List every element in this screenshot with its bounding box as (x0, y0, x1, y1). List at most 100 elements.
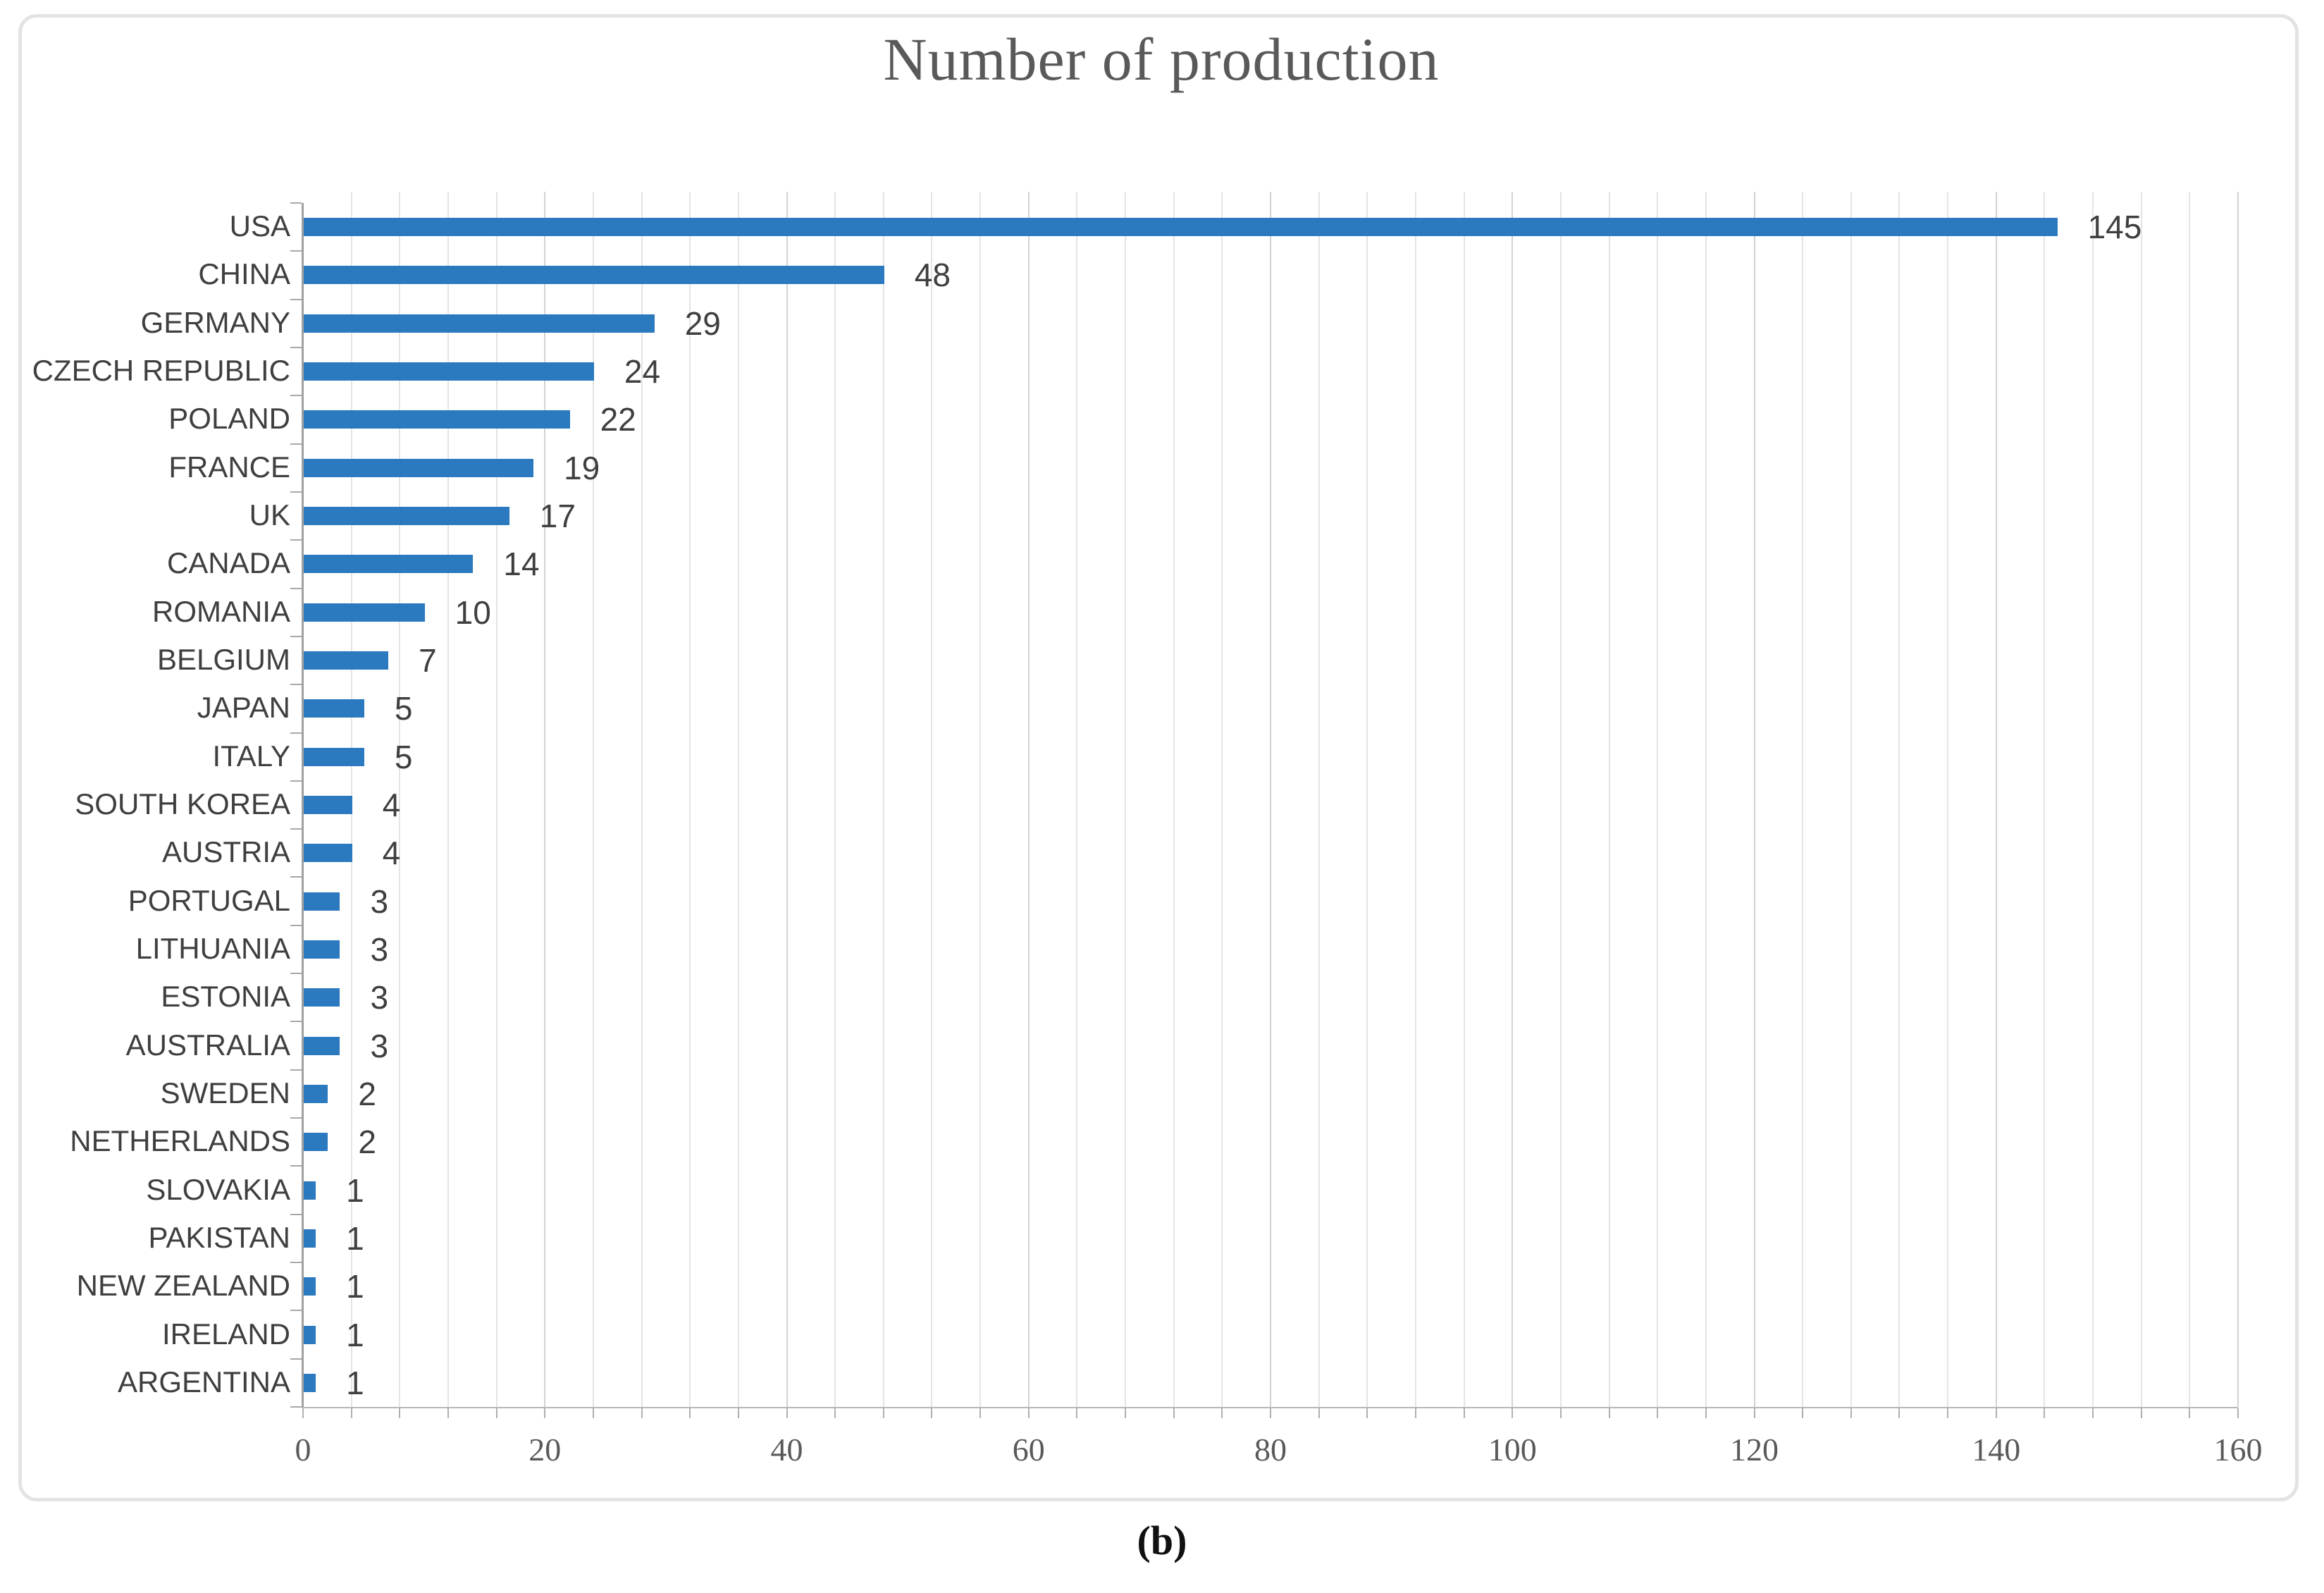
category-label: FRANCE (168, 450, 290, 484)
bar (304, 892, 340, 911)
x-tick-label: 0 (295, 1432, 311, 1468)
bar (304, 844, 352, 863)
bar (304, 507, 509, 526)
minor-gridline (641, 192, 643, 1407)
bar-value-label: 24 (624, 353, 661, 390)
category-tick (290, 1213, 302, 1215)
bar (304, 1325, 316, 1344)
y-axis-line (302, 203, 304, 1407)
category-label: IRELAND (161, 1317, 290, 1351)
category-tick (290, 780, 302, 782)
category-label: USA (229, 209, 290, 243)
x-axis-tick (641, 1408, 643, 1418)
bar (304, 988, 340, 1007)
category-label: CANADA (166, 546, 290, 580)
bar-value-label: 5 (394, 690, 413, 727)
major-gridline (1995, 192, 1997, 1407)
category-label: NEW ZEALAND (76, 1269, 290, 1303)
category-tick (290, 491, 302, 493)
x-axis-tick (350, 1408, 352, 1418)
minor-gridline (737, 192, 739, 1407)
minor-gridline (1705, 192, 1707, 1407)
category-label: PORTUGAL (128, 883, 290, 917)
bar-value-label: 10 (455, 593, 491, 631)
x-tick-label: 40 (770, 1432, 803, 1468)
category-tick (290, 973, 302, 975)
minor-gridline (2140, 192, 2142, 1407)
category-label: AUSTRIA (161, 835, 290, 869)
x-axis-tick (1608, 1408, 1610, 1418)
x-axis-tick (1173, 1408, 1175, 1418)
minor-gridline (1076, 192, 1078, 1407)
category-label: ITALY (212, 739, 290, 773)
category-tick (290, 587, 302, 589)
x-axis-tick (2189, 1408, 2191, 1418)
minor-gridline (1366, 192, 1368, 1407)
category-label: ESTONIA (161, 980, 290, 1014)
category-label: BELGIUM (156, 643, 290, 677)
category-label: ROMANIA (152, 594, 290, 628)
chart-title: Number of production (883, 25, 1440, 93)
x-axis-tick (2092, 1408, 2094, 1418)
bar (304, 266, 884, 285)
bar-value-label: 4 (382, 787, 401, 823)
bar (304, 603, 425, 622)
bar (304, 458, 534, 477)
major-gridline (786, 192, 788, 1407)
x-axis-tick (979, 1408, 982, 1418)
bar-value-label: 2 (358, 1075, 376, 1112)
bar-value-label: 145 (2087, 209, 2142, 246)
x-axis-tick (302, 1408, 304, 1418)
bar (304, 555, 474, 574)
minor-gridline (882, 192, 884, 1407)
x-axis-tick (1366, 1408, 1368, 1418)
minor-gridline (689, 192, 691, 1407)
minor-gridline (1463, 192, 1465, 1407)
minor-gridline (1414, 192, 1416, 1407)
x-tick-label: 20 (529, 1432, 562, 1468)
major-gridline (2237, 192, 2239, 1407)
minor-gridline (1608, 192, 1610, 1407)
major-gridline (1753, 192, 1755, 1407)
x-axis-tick (1463, 1408, 1465, 1418)
category-tick (290, 1165, 302, 1167)
x-axis-tick (1753, 1408, 1755, 1418)
bar-value-label: 2 (358, 1124, 376, 1161)
bar (304, 747, 364, 766)
bar-value-label: 7 (419, 642, 437, 679)
category-tick (290, 443, 302, 445)
category-label: SLOVAKIA (146, 1172, 290, 1206)
category-label: GERMANY (140, 305, 290, 339)
category-tick (290, 1358, 302, 1360)
minor-gridline (1559, 192, 1562, 1407)
minor-gridline (1221, 192, 1223, 1407)
x-axis-tick (882, 1408, 884, 1418)
minor-gridline (495, 192, 497, 1407)
x-tick-label: 120 (1730, 1432, 1779, 1468)
category-tick (290, 1310, 302, 1312)
category-label: SOUTH KOREA (75, 787, 290, 820)
category-tick (290, 395, 302, 397)
x-axis-tick (2044, 1408, 2046, 1418)
category-tick (290, 732, 302, 734)
bar (304, 1036, 340, 1055)
bar-value-label: 3 (370, 930, 389, 968)
x-axis-tick (1414, 1408, 1416, 1418)
category-tick (290, 202, 302, 204)
x-axis-tick (1512, 1408, 1514, 1418)
bar-value-label: 5 (394, 738, 413, 775)
category-tick (290, 635, 302, 637)
x-axis-tick (1221, 1408, 1223, 1418)
x-axis-tick (544, 1408, 546, 1418)
x-axis-tick (2140, 1408, 2142, 1418)
bar-value-label: 4 (382, 835, 401, 872)
category-tick (290, 876, 302, 878)
bar (304, 940, 340, 959)
x-axis-tick (1125, 1408, 1127, 1418)
category-label: ARGENTINA (117, 1365, 290, 1398)
bar (304, 1373, 316, 1392)
x-axis-line (302, 1407, 2238, 1408)
category-tick (290, 539, 302, 541)
